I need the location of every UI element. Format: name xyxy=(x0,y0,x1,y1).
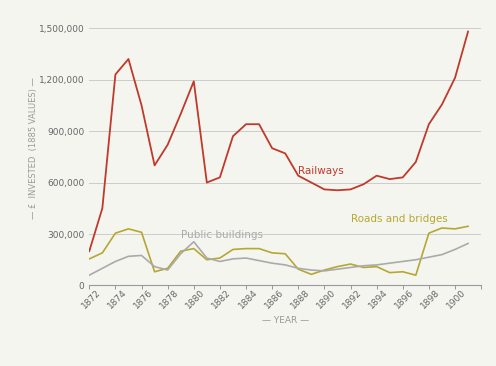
Text: Railways: Railways xyxy=(298,165,344,176)
Text: Roads and bridges: Roads and bridges xyxy=(351,214,447,224)
Text: Public buildings: Public buildings xyxy=(181,230,263,240)
Y-axis label: — £  INVESTED  (1885 VALUES) —: — £ INVESTED (1885 VALUES) — xyxy=(29,77,38,219)
X-axis label: — YEAR —: — YEAR — xyxy=(261,317,309,325)
